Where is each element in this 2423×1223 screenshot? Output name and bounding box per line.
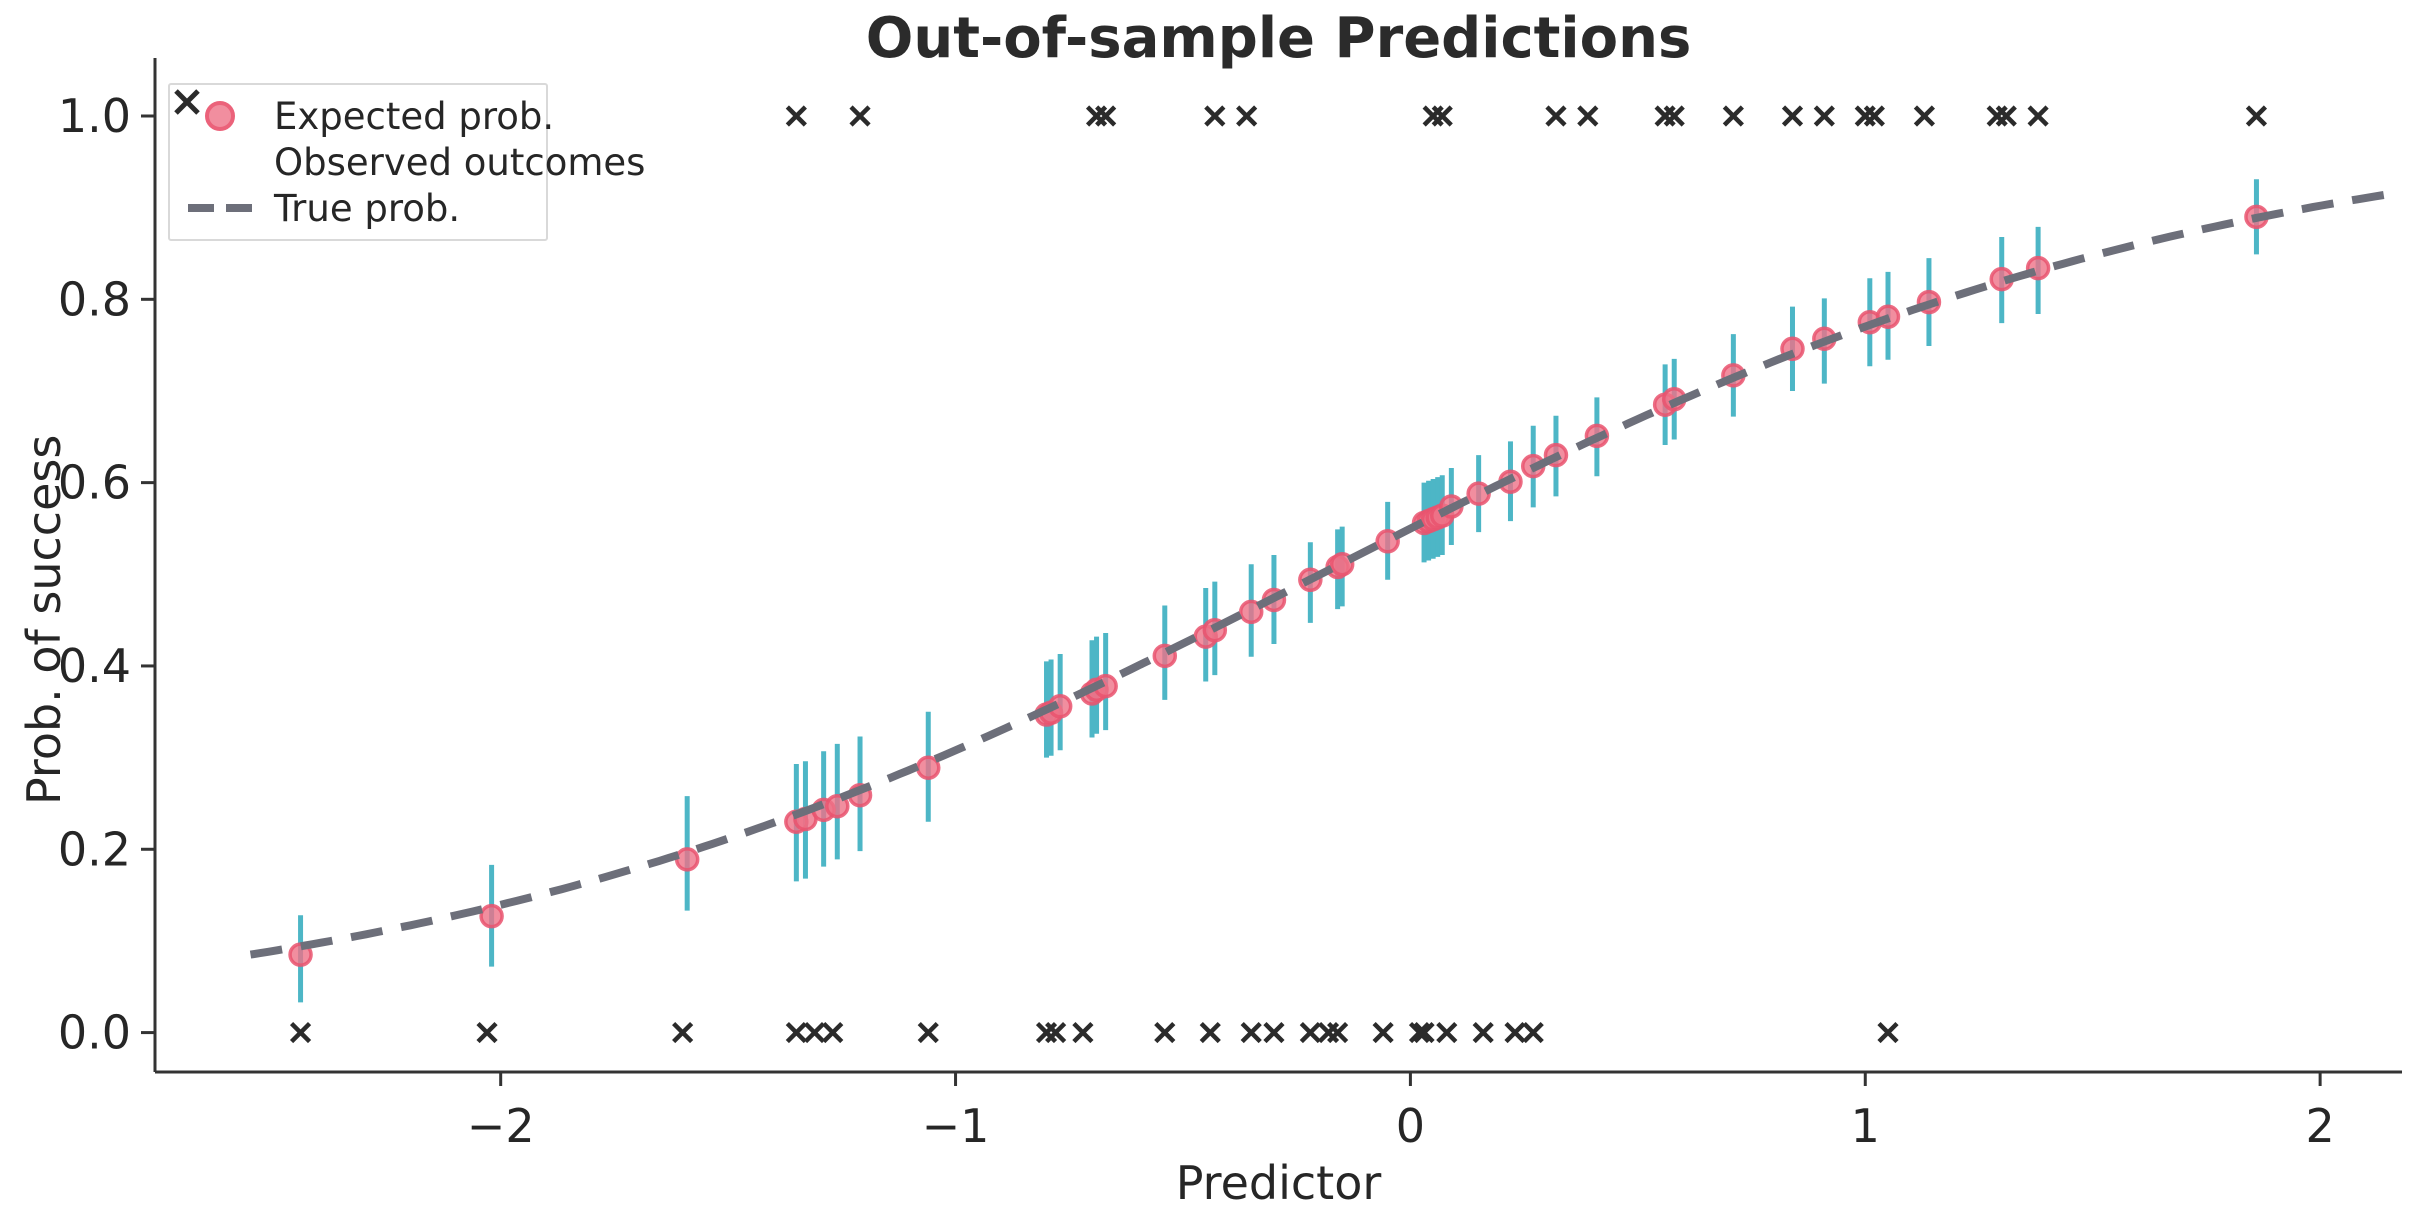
expected-prob-points [288,204,2269,967]
legend-label: Expected prob. [274,94,555,138]
x-tick-label: 0 [1396,1099,1425,1153]
y-tick-label: 0.2 [58,822,131,876]
legend-item-expected-prob: Expected prob. [188,95,554,138]
axis-ticks-and-labels: −2 −1 0 1 2 0.0 0.2 0.4 0.6 0.8 1.0 [58,89,2335,1153]
observed-outcome-markers [289,105,2268,1044]
legend-label: Observed outcomes [274,140,646,184]
y-tick-label: 0.8 [58,272,131,326]
x-tick-label: −2 [467,1099,535,1153]
legend-item-observed-outcomes: Observed outcomes [174,89,645,184]
legend-item-true-prob: True prob. [188,186,528,230]
x-axis-label: Predictor [1175,1156,1382,1210]
y-tick-label: 0.4 [58,639,131,693]
y-tick-label: 0.6 [58,456,131,510]
axes-spines [153,58,2402,1074]
y-tick-label: 1.0 [58,89,131,143]
x-tick-label: −1 [922,1099,990,1153]
expected-prob-dot-icon [188,101,252,131]
chart-title: Out-of-sample Predictions [865,6,1692,71]
legend: Expected prob. Observed outcomes True pr… [168,83,645,241]
x-tick-label: 1 [1851,1099,1880,1153]
y-tick-label: 0.0 [58,1006,131,1060]
x-tick-label: 2 [2305,1099,2334,1153]
true-prob-curve [249,191,2385,959]
true-prob-dash-icon [188,204,252,212]
legend-label: True prob. [274,186,461,230]
